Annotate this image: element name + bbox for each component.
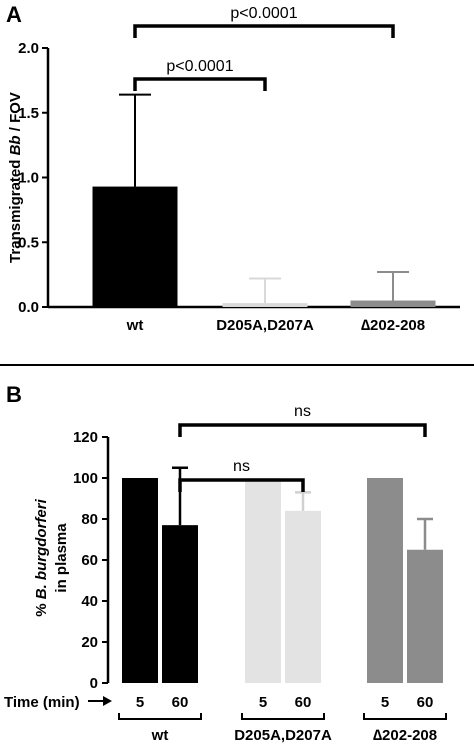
y-tick-label: 0.5 [18,234,39,251]
significance-label: p<0.0001 [230,5,297,22]
group-label: D205A,D207A [234,727,332,744]
y-tick-label: 0.0 [18,299,39,316]
bar-D205A,D207A-5min [245,478,281,683]
time-label: 5 [381,694,389,711]
y-tick-label: 0 [90,675,98,692]
bar-D205A,D207A [222,303,308,307]
y-tick-label: 2.0 [18,40,39,57]
significance-label: p<0.0001 [166,58,233,75]
y-tick-label: 80 [81,511,98,528]
panel-label-b: B [6,382,22,407]
category-label: wt [126,317,144,334]
bar-∆202-208-5min [367,478,403,683]
time-label: 60 [295,694,312,711]
time-label: 60 [172,694,189,711]
y-tick-label: 40 [81,593,98,610]
group-label: ∆202-208 [373,727,437,744]
significance-bracket [133,24,395,38]
significance-label: ns [294,403,311,420]
y-axis-title-part: / FOV [7,92,24,135]
bar-wt [92,186,178,307]
group-label: wt [151,727,169,744]
y-tick-label: 100 [73,470,98,487]
y-tick-label: 120 [73,429,98,446]
y-tick-label: 20 [81,634,98,651]
category-label: ∆202-208 [361,317,425,334]
time-arrow-head [103,696,112,706]
y-tick-label: 1.0 [18,170,39,187]
y-axis-title-part: Bb [7,135,24,155]
group-bracket [241,713,325,720]
y-axis-title-line1: % B. burgdorferi [33,498,50,616]
significance-bracket [133,77,267,91]
panel-a-chart: 0.0 0.5 1.0 1.5 2.0 Transmigrated Bb / FOV wt D… [7,5,460,334]
bar-∆202-208 [350,300,436,307]
bar-D205A,D207A-60min [285,510,321,683]
y-axis-title-part: Transmigrated [7,155,24,263]
group-bracket [363,713,447,720]
y-tick-label: 1.5 [18,105,39,122]
bar-wt-60min [162,525,198,683]
panel-label-a: A [6,2,22,27]
y-axis-title-part: % [33,599,50,617]
time-label: 5 [259,694,267,711]
group-bracket [118,713,202,720]
significance-bracket [178,423,427,437]
category-label: D205A,D207A [216,317,314,334]
y-axis-title: Transmigrated Bb / FOV [7,92,24,263]
bar-wt-5min [122,478,158,683]
y-axis-title-line2: in plasma [53,523,70,593]
significance-bracket [178,478,305,492]
time-label: 5 [136,694,144,711]
significance-label: ns [233,458,250,475]
y-axis-title-part: B. burgdorferi [33,498,50,599]
time-label: 60 [417,694,434,711]
y-tick-label: 60 [81,552,98,569]
bar-∆202-208-60min [407,549,443,683]
time-axis-label: Time (min) [4,694,80,711]
